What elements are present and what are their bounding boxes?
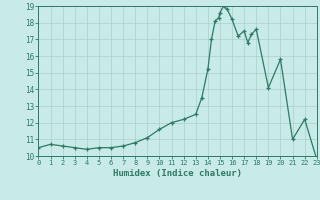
X-axis label: Humidex (Indice chaleur): Humidex (Indice chaleur): [113, 169, 242, 178]
